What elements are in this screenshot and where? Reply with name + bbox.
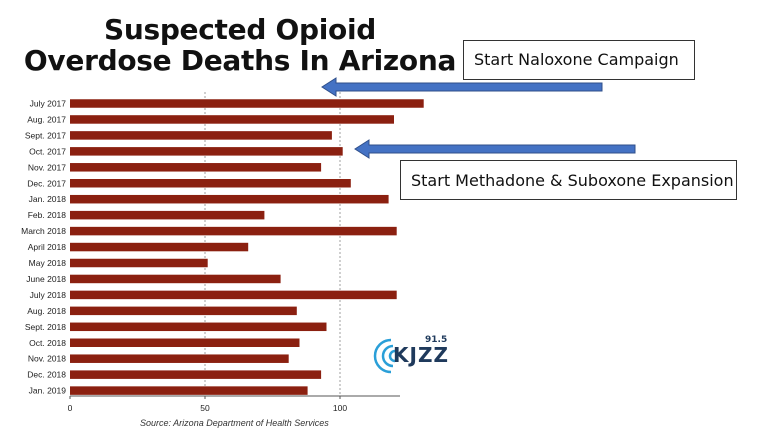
bar [70,370,322,379]
bar [70,179,351,188]
bar [70,386,308,395]
category-label: Aug. 2018 [27,306,66,316]
bar [70,115,394,124]
kjzz-logo-mark-icon [373,338,396,374]
category-label: Dec. 2018 [27,370,66,380]
source-note: Source: Arizona Department of Health Ser… [140,418,329,428]
bar [70,147,343,156]
chart-title: Suspected Opioid Overdose Deaths In Ariz… [20,14,460,76]
bar [70,354,289,363]
category-label: April 2018 [28,242,67,252]
bar [70,274,281,284]
category-label: July 2018 [30,290,67,300]
category-label: Oct. 2017 [29,146,66,156]
category-label: June 2018 [26,274,66,284]
x-axis-ticks: 0 50 100 [68,396,347,413]
x-tick-label: 100 [333,403,347,413]
bars [70,99,424,395]
category-label: July 2017 [30,99,67,109]
logo-name: KJZZ [393,343,449,367]
category-label: Dec. 2017 [27,178,66,188]
category-label: Aug. 2017 [27,114,66,124]
bar [70,210,265,220]
kjzz-logo: 91.5 KJZZ [373,335,448,377]
bar [70,258,208,268]
logo-frequency: 91.5 [425,335,448,345]
methadone-arrow-icon [354,139,636,159]
bar [70,338,300,347]
category-label: Nov. 2018 [28,354,66,364]
bar [70,99,424,108]
bar [70,322,327,332]
category-label: Jan. 2019 [29,386,67,396]
category-label: Oct. 2018 [29,338,66,348]
x-tick-label: 0 [68,403,73,413]
bar [70,306,297,316]
bar [70,290,397,300]
category-label: Sept. 2017 [25,130,66,140]
bar [70,131,332,140]
bar [70,242,249,252]
bar [70,163,322,172]
naloxone-callout: Start Naloxone Campaign [463,40,695,80]
x-tick-label: 50 [200,403,210,413]
category-label: Jan. 2018 [29,194,67,204]
annotation-arrows [321,77,636,159]
category-label: Nov. 2017 [28,162,66,172]
category-label: May 2018 [29,258,67,268]
category-label: March 2018 [21,226,66,236]
title-line-2: Overdose Deaths In Arizona [23,44,457,77]
bar [70,194,389,204]
y-axis-labels: July 2017 Aug. 2017 Sept. 2017 Oct. 2017 Nov… [21,99,66,396]
title-line-1: Suspected Opioid [103,13,377,46]
methadone-callout: Start Methadone & Suboxone Expansion [400,160,737,200]
bar [70,226,397,236]
category-label: Feb. 2018 [28,210,67,220]
category-label: Sept. 2018 [25,322,66,332]
naloxone-arrow-icon [321,77,603,97]
